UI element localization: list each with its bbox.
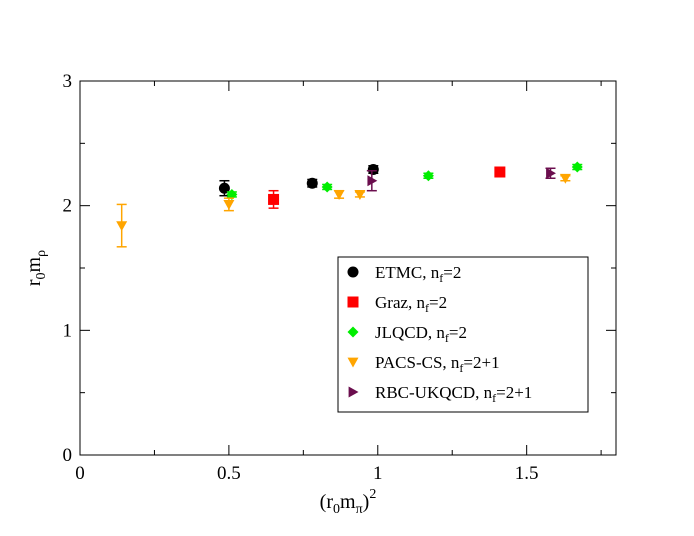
data-point <box>367 164 379 176</box>
legend-items: ETMC, nf=2 Graz, nf=2 JLQCD, nf=2 PACS-CS, … <box>347 263 532 405</box>
data-point <box>226 188 238 200</box>
data-point <box>354 190 366 200</box>
y-tick-label: 2 <box>63 196 73 217</box>
x-tick-label: 0 <box>75 463 85 484</box>
y-tick-label: 3 <box>63 71 73 92</box>
data-point <box>218 182 230 194</box>
y-tick-label: 0 <box>63 445 73 466</box>
data-point <box>116 221 128 232</box>
data-point <box>268 193 280 205</box>
legend-marker <box>348 386 359 398</box>
legend-box <box>337 256 589 413</box>
legend-label: Graz, nf=2 <box>375 293 447 315</box>
data-point <box>367 175 378 187</box>
axis-ticks <box>79 80 616 456</box>
legend-marker <box>347 266 359 278</box>
data-marks <box>116 161 583 248</box>
x-tick-label: 1.5 <box>515 463 539 484</box>
legend: ETMC, nf=2 Graz, nf=2 JLQCD, nf=2 PACS-CS, … <box>337 256 589 413</box>
data-point <box>306 177 318 189</box>
x-axis-label: (r0mπ)2 <box>320 487 377 517</box>
data-point <box>321 181 333 193</box>
x-tick-label: 0.5 <box>217 463 241 484</box>
legend-label: ETMC, nf=2 <box>375 263 461 285</box>
data-point <box>559 173 571 184</box>
legend-marker <box>347 357 359 368</box>
legend-label: RBC-UKQCD, nf=2+1 <box>375 383 532 405</box>
tick-labels: 0 0.5 1 1.5 0 1 2 3 <box>63 71 539 484</box>
y-axis-label: r0mρ <box>23 250 49 286</box>
data-point <box>333 190 345 200</box>
y-tick-label: 1 <box>63 320 73 341</box>
data-point <box>223 200 235 210</box>
data-point <box>546 167 556 179</box>
legend-label: PACS-CS, nf=2+1 <box>375 353 500 375</box>
data-point <box>422 170 434 182</box>
legend-marker <box>347 296 359 308</box>
data-point <box>494 166 506 178</box>
legend-marker <box>347 326 359 338</box>
legend-label: JLQCD, nf=2 <box>375 323 467 345</box>
data-point <box>571 161 583 173</box>
x-tick-label: 1 <box>373 463 383 484</box>
